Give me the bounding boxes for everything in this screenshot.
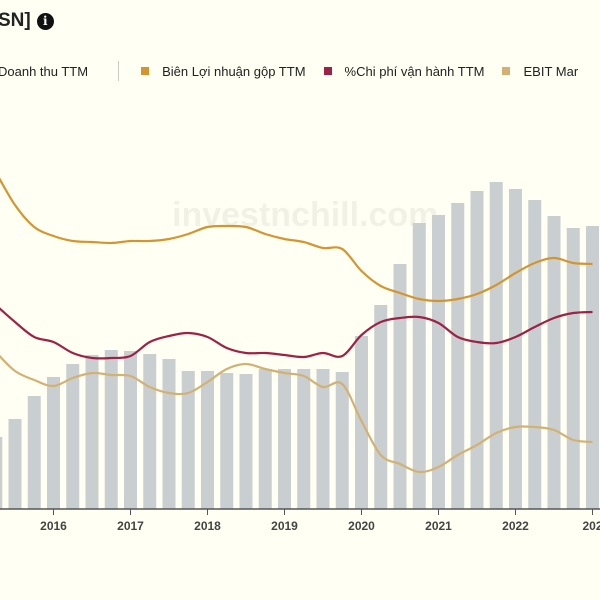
revenue-bar[interactable] [258, 369, 272, 509]
revenue-bar[interactable] [181, 371, 195, 509]
x-tick-label: 2019 [271, 519, 298, 533]
x-tick-label: 2016 [40, 519, 67, 533]
revenue-bar[interactable] [143, 354, 157, 509]
revenue-bar[interactable] [586, 226, 599, 509]
legend-label: EBIT Mar [523, 63, 579, 79]
revenue-bar[interactable] [509, 189, 522, 509]
revenue-bar[interactable] [547, 216, 561, 509]
revenue-bar[interactable] [432, 215, 445, 509]
series-line-0[interactable] [0, 172, 593, 303]
legend-label: %Chi phí vận hành TTM [344, 63, 485, 79]
revenue-bar[interactable] [528, 200, 542, 509]
revenue-bar[interactable] [104, 350, 118, 509]
revenue-bar[interactable] [201, 371, 214, 509]
revenue-bar[interactable] [27, 396, 41, 509]
chart-title-text: SN] [0, 10, 31, 31]
revenue-bar[interactable] [393, 264, 407, 509]
revenue-bar[interactable] [451, 203, 465, 509]
revenue-bar[interactable] [162, 359, 176, 509]
revenue-bar[interactable] [374, 305, 388, 509]
revenue-bar[interactable] [278, 369, 291, 509]
revenue-bar[interactable] [47, 377, 60, 509]
series-line-1[interactable] [0, 305, 593, 360]
x-tick-label: 2020 [348, 519, 375, 533]
legend: Doanh thu TTM Biên Lợi nhuận gộp TTM %Ch… [0, 61, 596, 81]
legend-item-ebit-margin[interactable]: EBIT Mar [502, 64, 578, 79]
revenue-bar[interactable] [316, 369, 330, 509]
legend-swatch [141, 67, 150, 75]
revenue-bar[interactable] [85, 355, 99, 509]
revenue-bar[interactable] [335, 372, 349, 509]
revenue-bar[interactable] [566, 228, 580, 509]
revenue-bar[interactable] [489, 182, 503, 509]
revenue-bar[interactable] [66, 364, 80, 509]
x-tick-label: 2022 [502, 519, 529, 533]
revenue-bar[interactable] [8, 419, 22, 509]
x-tick-label: 202 [582, 519, 600, 533]
x-tick-label: 2017 [117, 519, 144, 533]
revenue-bar[interactable] [0, 437, 3, 509]
legend-divider [118, 61, 120, 81]
revenue-bar[interactable] [124, 351, 137, 509]
series-line-2[interactable] [0, 352, 593, 474]
info-icon[interactable]: i [36, 12, 54, 30]
chart-title: SN] i [0, 10, 54, 32]
legend-item-revenue[interactable]: Doanh thu TTM [0, 63, 89, 79]
legend-swatch [323, 67, 332, 75]
x-tick-label: 2018 [194, 519, 221, 533]
watermark: investnchill.com [172, 196, 438, 234]
revenue-bar[interactable] [470, 191, 484, 509]
legend-swatch [502, 67, 511, 75]
revenue-bar[interactable] [297, 369, 311, 509]
revenue-bar[interactable] [220, 373, 234, 509]
legend-item-gross-margin[interactable]: Biên Lợi nhuận gộp TTM [141, 63, 306, 79]
legend-item-opex[interactable]: %Chi phí vận hành TTM [323, 63, 485, 79]
x-tick-label: 2021 [425, 519, 452, 533]
revenue-bar[interactable] [239, 374, 253, 509]
revenue-bar[interactable] [412, 223, 426, 509]
legend-label: Biên Lợi nhuận gộp TTM [162, 63, 306, 79]
